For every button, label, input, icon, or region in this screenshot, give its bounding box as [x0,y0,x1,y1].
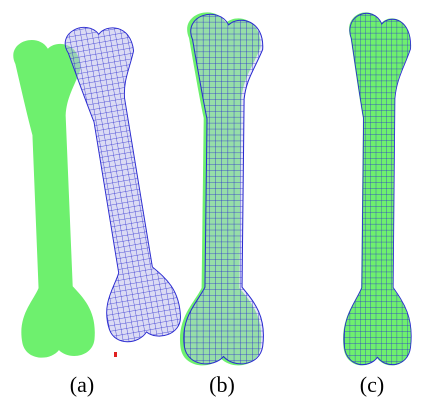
marker [114,352,117,357]
page: (a) (b) (c) (() => { const data = JSON.p… [0,0,426,405]
panel-label: (b) [209,372,235,397]
panel-label: (a) [70,372,94,397]
mesh-bone [344,13,411,364]
panel-b [180,12,263,365]
panel-label: (c) [360,372,384,397]
panel-a [6,19,184,358]
panel-c [343,12,411,365]
figure: (a) (b) (c) [0,0,426,405]
